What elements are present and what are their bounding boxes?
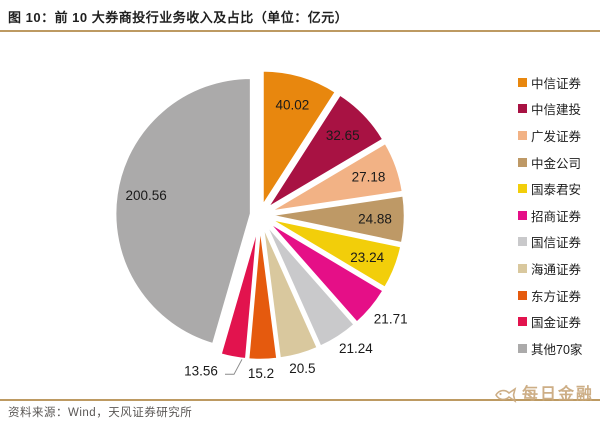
pie-slice-10 [113, 76, 253, 346]
legend-label: 中金公司 [531, 156, 582, 171]
pie-slice-5 [265, 219, 386, 325]
pie-slice-4 [267, 217, 403, 290]
footer-rule [0, 399, 600, 401]
pie-slice-3 [268, 193, 407, 245]
legend-label: 东方证券 [531, 289, 582, 304]
pie-value-label: 23.24 [350, 250, 384, 265]
legend-swatch [518, 317, 527, 327]
fish-icon [495, 387, 517, 403]
legend-item: 其他70家 [518, 335, 582, 362]
legend-item: 国金证券 [518, 308, 582, 335]
legend-label: 国泰君安 [531, 183, 582, 198]
chart-title: 图 10：前 10 大券商投行业务收入及占比（单位：亿元） [8, 10, 349, 25]
legend-item: 广发证券 [518, 122, 582, 149]
legend-label: 招商证券 [531, 209, 582, 224]
pie-value-label: 27.18 [352, 170, 386, 185]
legend-item: 中信建投 [518, 96, 582, 123]
pie-slice-6 [263, 221, 357, 349]
pie-slice-2 [267, 140, 405, 214]
legend-item: 中信证券 [518, 69, 582, 96]
pie-value-label: 21.24 [339, 341, 373, 356]
watermark-text: 每日金融 [521, 386, 594, 403]
pie-slice-9 [218, 223, 260, 361]
pie-slice-1 [265, 92, 386, 210]
legend: 中信证券中信建投广发证券中金公司国泰君安招商证券国信证券海通证券东方证券国金证券… [518, 69, 582, 362]
legend-swatch [518, 290, 527, 300]
legend-swatch [518, 184, 527, 194]
legend-item: 招商证券 [518, 202, 582, 229]
legend-label: 海通证券 [531, 262, 582, 277]
source-note: 资料来源：Wind，天风证券研究所 [8, 407, 193, 419]
pie-slice-8 [246, 223, 279, 362]
legend-item: 中金公司 [518, 149, 582, 176]
legend-label: 国金证券 [531, 316, 582, 331]
legend-label: 国信证券 [531, 236, 582, 251]
legend-item: 东方证券 [518, 282, 582, 309]
legend-label: 其他70家 [531, 342, 583, 357]
pie-value-label: 24.88 [358, 212, 392, 227]
pie-value-label: 15.2 [248, 366, 274, 381]
pie-value-label: 21.71 [374, 311, 408, 326]
pie-value-label: 32.65 [326, 128, 360, 143]
legend-label: 广发证券 [531, 129, 582, 144]
watermark: 每日金融 [494, 386, 594, 404]
pie-value-label: 13.56 [184, 363, 218, 378]
legend-swatch [518, 210, 527, 220]
pie-value-label: 40.02 [276, 98, 310, 113]
legend-item: 海通证券 [518, 255, 582, 282]
legend-item: 国信证券 [518, 229, 582, 256]
legend-swatch [518, 157, 527, 167]
pie-value-label: 20.5 [289, 361, 315, 376]
legend-label: 中信建投 [531, 103, 582, 118]
legend-swatch [518, 77, 527, 87]
label-leader-line [225, 359, 243, 375]
legend-swatch [518, 237, 527, 247]
title-rule [0, 30, 600, 32]
legend-label: 中信证券 [531, 76, 582, 91]
pie-slice-0 [261, 69, 338, 211]
pie-value-label: 200.56 [125, 188, 166, 203]
pie-slice-7 [261, 223, 320, 360]
legend-swatch [518, 343, 527, 353]
legend-swatch [518, 104, 527, 114]
legend-swatch [518, 263, 527, 273]
legend-swatch [518, 130, 527, 140]
legend-item: 国泰君安 [518, 175, 582, 202]
